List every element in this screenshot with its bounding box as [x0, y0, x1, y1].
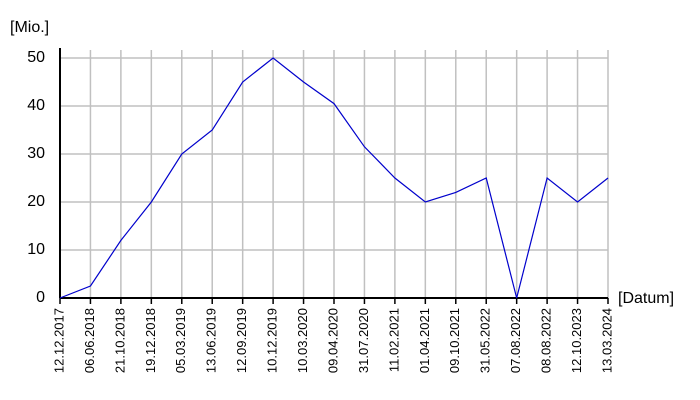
x-tick-label: 31.05.2022 — [478, 308, 493, 373]
x-tick-label: 19.12.2018 — [143, 308, 158, 373]
x-tick-label: 06.06.2018 — [82, 308, 97, 373]
x-tick-label: 08.08.2022 — [539, 308, 554, 373]
x-tick-label: 13.06.2019 — [204, 308, 219, 373]
data-line — [59, 57, 609, 299]
x-tick-label: 13.03.2024 — [599, 308, 614, 373]
x-tick-label: 10.03.2020 — [295, 308, 310, 373]
y-tick-label: 20 — [27, 193, 45, 210]
x-tick-label: 11.02.2021 — [386, 308, 401, 372]
x-tick-label: 09.10.2021 — [447, 308, 462, 373]
x-tick-label: 07.08.2022 — [508, 308, 523, 373]
x-tick-label: 12.09.2019 — [234, 308, 249, 373]
x-tick-label: 05.03.2019 — [173, 308, 188, 373]
x-tick-label: 21.10.2018 — [112, 308, 127, 373]
x-tick-label: 31.07.2020 — [356, 308, 371, 373]
x-axis-label: [Datum] — [618, 290, 674, 307]
x-tick-label: 10.12.2019 — [265, 308, 280, 373]
y-tick-label: 30 — [27, 145, 45, 162]
x-tick-label: 09.04.2020 — [325, 308, 340, 373]
y-tick-label: 10 — [27, 241, 45, 258]
y-tick-label: 50 — [27, 49, 45, 66]
x-tick-label: 01.04.2021 — [417, 308, 432, 373]
x-tick-label: 12.12.2017 — [51, 308, 66, 373]
y-tick-label: 0 — [36, 289, 45, 306]
y-axis-label: [Mio.] — [10, 19, 49, 36]
x-tick-label: 12.10.2023 — [569, 308, 584, 373]
y-tick-label: 40 — [27, 97, 45, 114]
